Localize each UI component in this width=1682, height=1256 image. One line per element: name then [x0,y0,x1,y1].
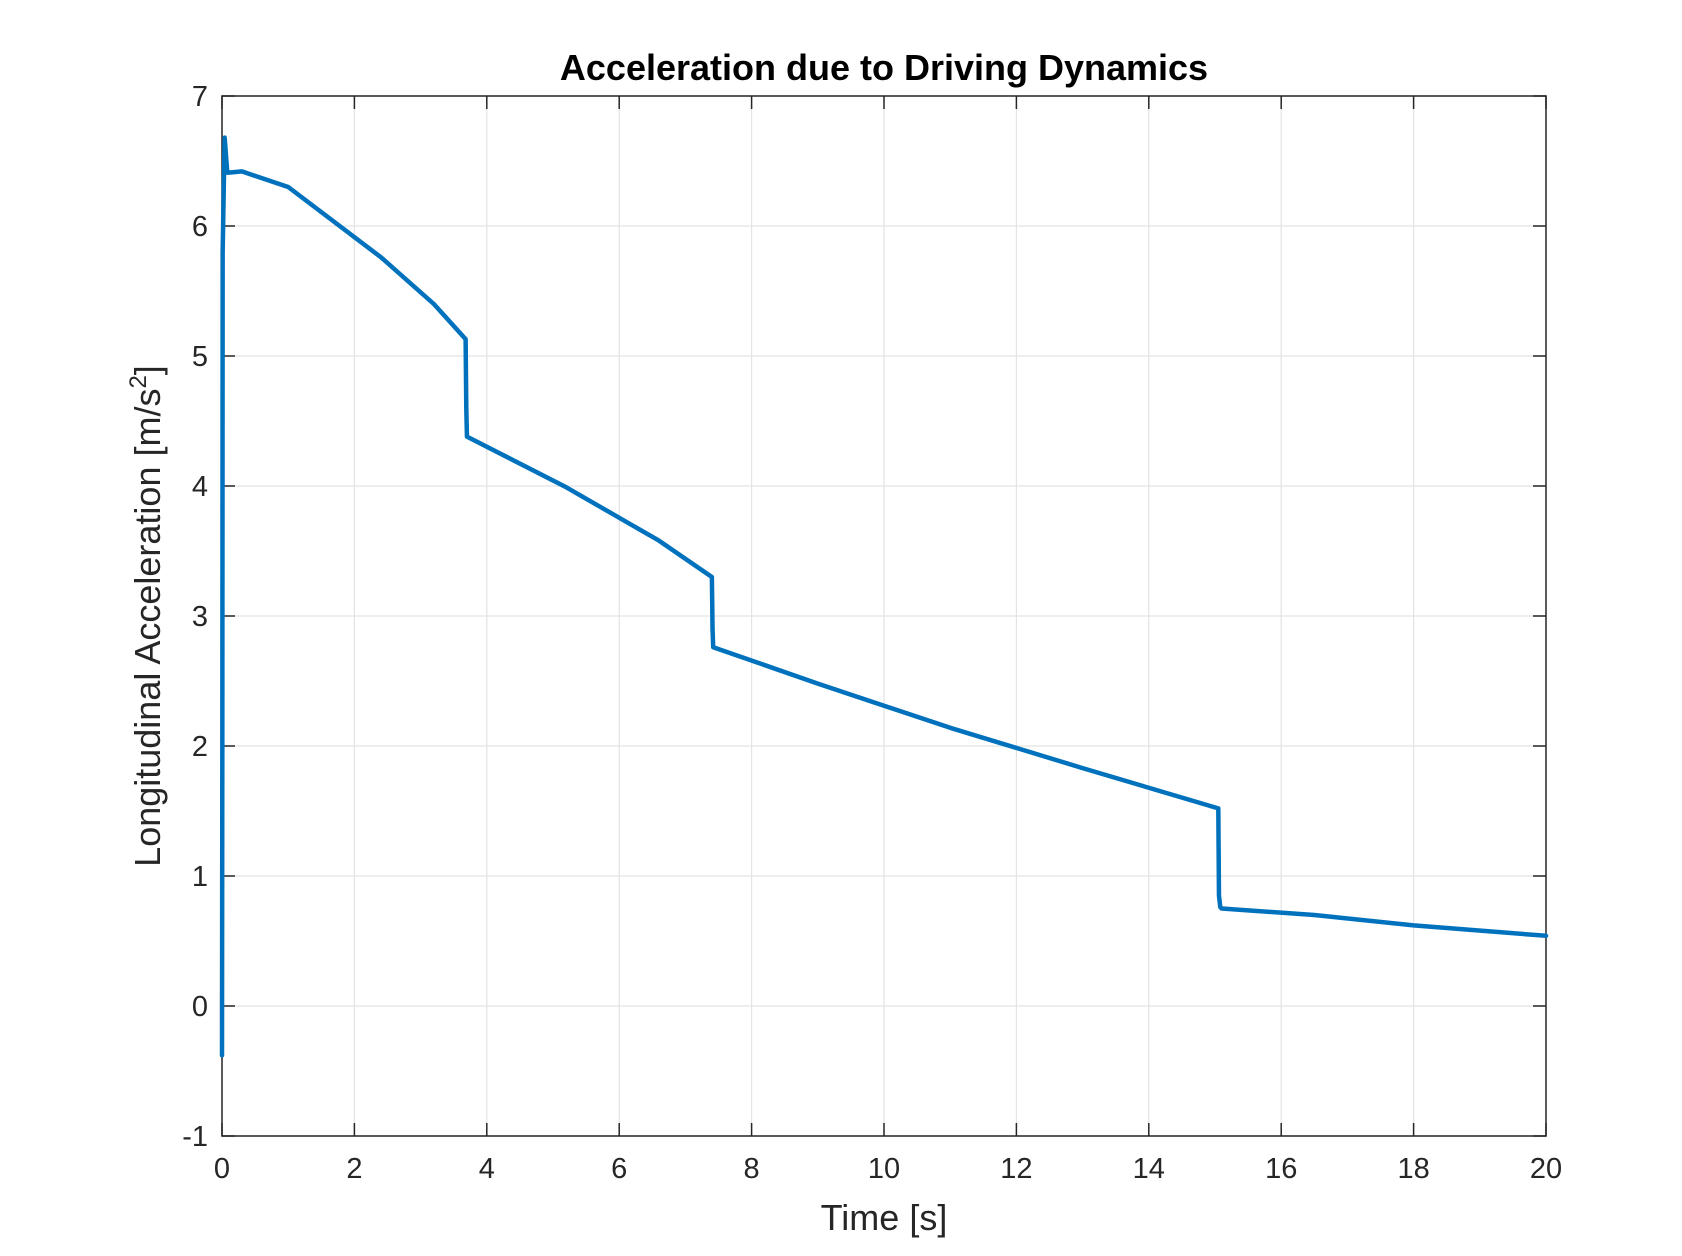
y-tick-label: 0 [192,991,208,1023]
series-group [219,135,1549,1058]
x-tick-label: 16 [1265,1153,1297,1185]
x-tick-label: 20 [1530,1153,1562,1185]
y-axis-label-suffix: ] [127,365,168,375]
y-tick-label: 6 [192,211,208,243]
axis-ticks [221,95,1547,1137]
x-axis-label: Time [s] [821,1197,948,1238]
series-line-0 [219,135,1549,1058]
y-tick-label: 1 [192,861,208,893]
x-tick-label: 12 [1000,1153,1032,1185]
y-tick-label: 2 [192,731,208,763]
y-tick-label: 3 [192,601,208,633]
chart-title: Acceleration due to Driving Dynamics [560,47,1208,88]
y-tick-label: 5 [192,341,208,373]
y-tick-label: 7 [192,81,208,113]
x-tick-label: 4 [479,1153,495,1185]
y-tick-label: -1 [182,1121,208,1153]
x-tick-label: 18 [1397,1153,1429,1185]
y-axis-label-superscript: 2 [125,375,152,388]
y-axis-label-main: Longitudinal Acceleration [m/s [127,389,168,867]
y-tick-label: 4 [192,471,208,503]
x-tick-label: 10 [868,1153,900,1185]
x-tick-label: 6 [611,1153,627,1185]
y-axis-label: Longitudinal Acceleration [m/s2] [125,365,168,867]
x-tick-label: 0 [214,1153,230,1185]
x-tick-label: 2 [346,1153,362,1185]
x-tick-label: 14 [1133,1153,1165,1185]
x-tick-label: 8 [744,1153,760,1185]
